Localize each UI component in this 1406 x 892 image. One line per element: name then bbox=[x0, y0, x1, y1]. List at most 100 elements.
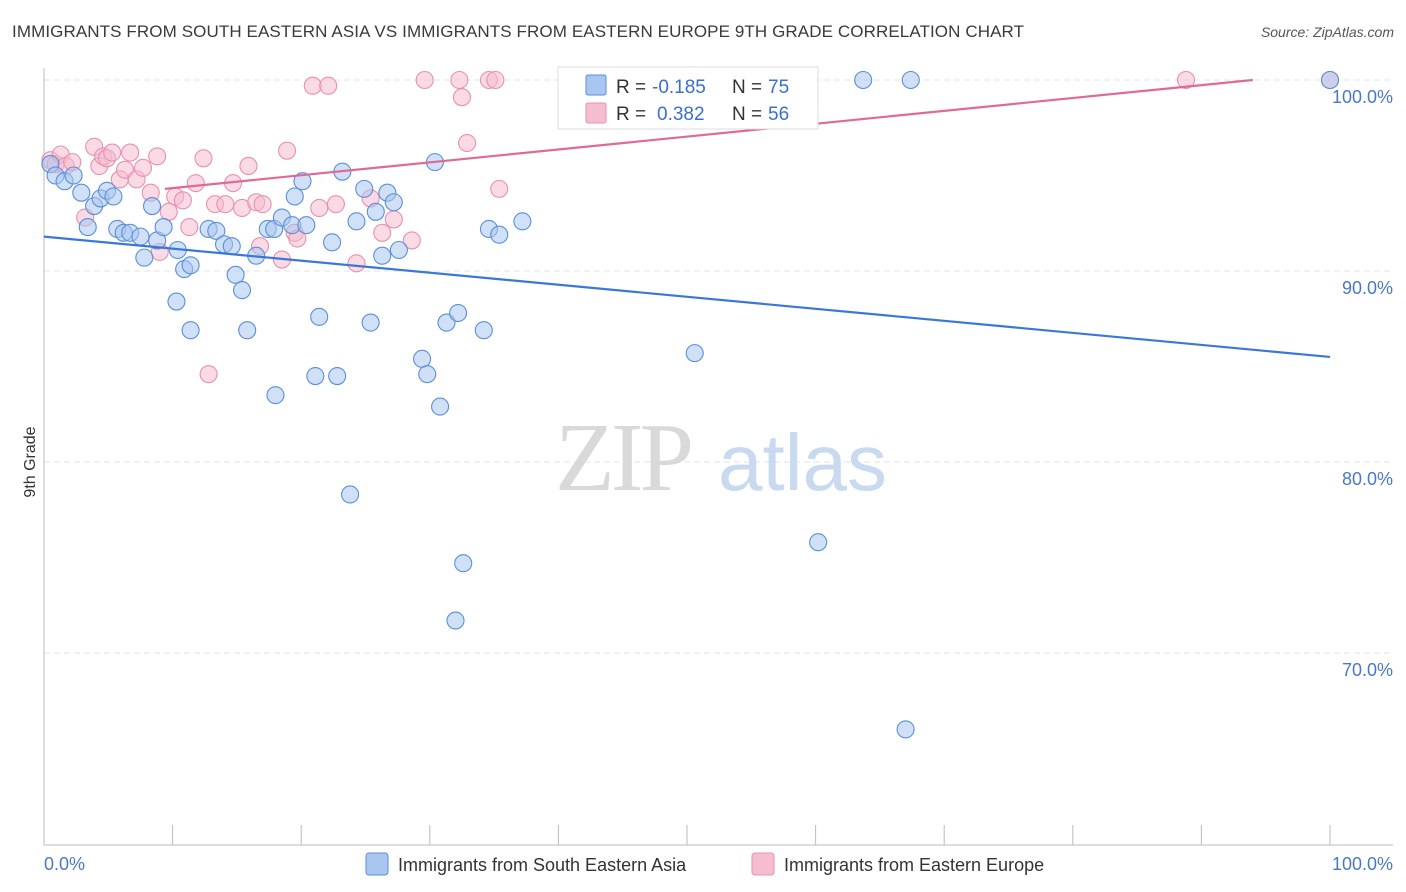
legend-swatch-blue bbox=[585, 74, 607, 96]
y-axis-title: 9th Grade bbox=[22, 426, 39, 497]
legend-n-value-pink: 56 bbox=[768, 104, 789, 125]
bottom-legend: Immigrants from South Eastern Asia Immig… bbox=[365, 852, 1044, 876]
data-point-pink bbox=[253, 195, 272, 214]
series-blue-points bbox=[41, 70, 1340, 739]
data-point-blue bbox=[154, 218, 173, 237]
data-point-pink bbox=[216, 195, 235, 214]
data-point-blue bbox=[207, 221, 226, 240]
x-tick-labels: 0.0% 100.0% bbox=[44, 854, 1393, 874]
data-point-blue bbox=[474, 321, 493, 340]
watermark-zip: ZIP bbox=[555, 404, 690, 512]
data-point-blue bbox=[222, 237, 241, 256]
data-point-pink bbox=[148, 147, 167, 166]
data-point-pink bbox=[1176, 70, 1196, 90]
data-point-blue bbox=[901, 70, 920, 90]
data-point-pink bbox=[373, 223, 392, 242]
trend-line-blue bbox=[43, 235, 1331, 359]
bottom-legend-label-pink: Immigrants from Eastern Europe bbox=[784, 855, 1044, 875]
data-point-blue bbox=[347, 212, 366, 231]
data-point-blue bbox=[513, 212, 532, 231]
data-point-blue bbox=[355, 179, 374, 198]
y-tick-label: 90.0% bbox=[1342, 278, 1393, 298]
data-point-blue bbox=[72, 183, 91, 202]
data-point-pink bbox=[180, 218, 199, 237]
data-point-blue bbox=[104, 187, 123, 206]
data-point-blue bbox=[135, 248, 154, 267]
data-point-blue bbox=[454, 554, 473, 573]
data-point-pink bbox=[347, 254, 366, 273]
data-point-pink bbox=[450, 70, 469, 90]
data-point-blue bbox=[418, 365, 437, 384]
data-point-blue bbox=[389, 240, 408, 260]
data-point-pink bbox=[186, 174, 205, 193]
data-point-blue bbox=[384, 193, 403, 212]
data-point-pink bbox=[278, 141, 297, 160]
axes bbox=[43, 68, 1393, 846]
data-point-pink bbox=[239, 156, 258, 175]
bottom-legend-swatch-blue bbox=[365, 852, 389, 876]
y-tick-labels: 100.0% 90.0% 80.0% 70.0% bbox=[1332, 87, 1393, 680]
bottom-legend-label-blue: Immigrants from South Eastern Asia bbox=[398, 855, 687, 875]
watermark-atlas: atlas bbox=[718, 418, 887, 507]
data-point-blue bbox=[431, 397, 450, 416]
data-point-pink bbox=[303, 76, 322, 95]
data-point-pink bbox=[384, 210, 403, 229]
data-point-blue bbox=[896, 720, 915, 739]
data-point-pink bbox=[199, 365, 218, 384]
data-point-pink bbox=[310, 198, 329, 218]
legend-r-value-pink: 0.382 bbox=[657, 104, 705, 125]
data-point-blue bbox=[131, 227, 150, 246]
data-point-blue bbox=[64, 166, 83, 185]
watermark: ZIP atlas bbox=[555, 404, 887, 512]
legend-r-value-blue: -0.185 bbox=[652, 77, 706, 98]
x-tick-label-end: 100.0% bbox=[1332, 854, 1393, 874]
data-point-blue bbox=[232, 281, 252, 300]
legend-n-value-blue: 75 bbox=[768, 77, 789, 98]
bottom-legend-swatch-pink bbox=[751, 852, 775, 876]
data-point-pink bbox=[415, 70, 434, 90]
data-point-blue bbox=[323, 233, 342, 252]
series-pink-points bbox=[41, 70, 1340, 384]
data-point-blue bbox=[685, 344, 704, 363]
data-point-blue bbox=[167, 292, 186, 311]
trend-line-pink bbox=[164, 78, 1253, 190]
data-point-blue bbox=[490, 225, 509, 244]
data-point-pink bbox=[458, 133, 477, 153]
y-tick-label: 100.0% bbox=[1332, 87, 1393, 107]
data-point-pink bbox=[103, 143, 122, 162]
data-point-pink bbox=[173, 191, 192, 210]
data-point-pink bbox=[486, 70, 505, 90]
data-point-pink bbox=[402, 231, 421, 250]
data-point-blue bbox=[226, 265, 245, 284]
data-point-blue bbox=[238, 321, 257, 340]
chart-title: IMMIGRANTS FROM SOUTH EASTERN ASIA VS IM… bbox=[12, 22, 1025, 41]
legend: R = -0.185 N = 75 R = 0.382 N = 56 bbox=[557, 66, 819, 130]
data-point-pink bbox=[133, 158, 153, 177]
data-point-blue bbox=[78, 218, 97, 237]
legend-swatch-pink bbox=[585, 102, 607, 124]
data-point-pink bbox=[121, 143, 140, 162]
legend-n-label-pink: N = bbox=[732, 104, 762, 125]
data-point-blue bbox=[341, 485, 360, 504]
data-point-blue bbox=[361, 313, 380, 332]
data-point-blue bbox=[328, 366, 347, 386]
data-point-blue bbox=[413, 349, 432, 368]
data-point-blue bbox=[293, 172, 312, 191]
data-point-pink bbox=[452, 88, 472, 107]
legend-r-label-blue: R = bbox=[616, 77, 646, 98]
data-point-pink bbox=[326, 195, 345, 214]
data-point-pink bbox=[194, 149, 213, 168]
data-point-blue bbox=[366, 202, 385, 221]
chart-source: Source: ZipAtlas.com bbox=[1260, 24, 1394, 40]
data-point-blue bbox=[181, 321, 200, 340]
trend-lines bbox=[43, 78, 1331, 359]
data-point-blue bbox=[285, 187, 304, 206]
data-point-pink bbox=[319, 76, 338, 95]
data-point-pink bbox=[159, 202, 178, 221]
y-tick-label: 70.0% bbox=[1342, 660, 1393, 680]
y-tick-label: 80.0% bbox=[1342, 469, 1393, 489]
data-point-blue bbox=[449, 303, 468, 323]
data-point-blue bbox=[809, 533, 828, 552]
data-point-blue bbox=[181, 256, 200, 275]
